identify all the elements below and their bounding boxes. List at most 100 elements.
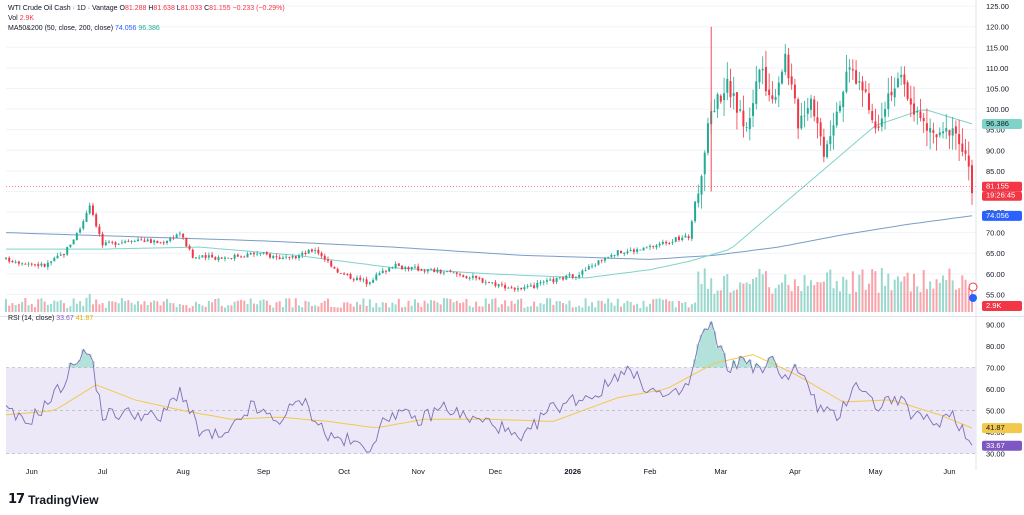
candle-body	[545, 280, 548, 282]
volume-bar	[816, 281, 819, 312]
candle-body	[452, 272, 455, 274]
candle-body	[864, 89, 867, 92]
symbol-legend[interactable]: WTI Crude Oil Cash · 1D · Vantage O81.28…	[8, 4, 285, 14]
candle-body	[603, 258, 606, 261]
candle-body	[307, 249, 310, 254]
candle-body	[848, 67, 851, 70]
volume-bar	[629, 302, 632, 312]
volume-bar	[851, 271, 854, 312]
volume-bar	[298, 305, 301, 312]
volume-bar	[82, 305, 85, 312]
volume-bar	[649, 303, 651, 312]
rsi-legend[interactable]: RSI (14, close) 33.67 41.87	[8, 314, 93, 324]
candle-body	[935, 134, 938, 138]
candle-body	[436, 269, 439, 273]
candle-body	[407, 267, 410, 270]
volume-bar	[214, 299, 217, 312]
ma200-value: 96.386	[138, 25, 160, 32]
volume-bar	[578, 305, 581, 312]
volume-bar	[639, 307, 642, 312]
volume-bar	[243, 300, 246, 312]
volume-bar	[867, 283, 870, 312]
ma50-value: 74.056	[115, 25, 137, 32]
volume-bar	[890, 290, 893, 312]
time-tick-label: Jul	[98, 467, 108, 476]
tradingview-logo[interactable]: 17 TradingView	[8, 492, 99, 507]
volume-bar	[410, 305, 413, 312]
volume-bar	[562, 303, 565, 312]
candle-body	[523, 287, 526, 290]
volume-bar	[665, 299, 668, 312]
candle-body	[175, 234, 178, 238]
candle-body	[723, 93, 726, 100]
candle-body	[98, 226, 101, 235]
volume-bar	[8, 305, 11, 312]
ma-legend[interactable]: MA50&200 (50, close, 200, close) 74.056 …	[8, 24, 160, 34]
volume-bar	[716, 290, 719, 312]
candle-body	[748, 118, 751, 130]
volume-bar	[275, 302, 278, 312]
candle-body	[243, 256, 246, 258]
volume-bar	[674, 307, 677, 312]
candle-body	[101, 233, 104, 246]
volume-bar	[613, 305, 616, 312]
volume-bar	[781, 282, 784, 312]
volume-bar	[581, 307, 584, 312]
ohlc-high-label: H	[148, 5, 154, 12]
candle-body	[62, 253, 65, 255]
volume-bar	[932, 288, 935, 312]
volume-legend[interactable]: Vol 2.9K	[8, 14, 34, 24]
candle-body	[275, 256, 278, 258]
ma-b-tag: 74.056	[982, 210, 1022, 221]
volume-bar	[62, 303, 65, 312]
volume-bar	[188, 307, 191, 312]
volume-bar	[803, 274, 806, 312]
candle-body	[954, 126, 957, 134]
volume-bar	[413, 299, 416, 312]
volume-bar	[591, 302, 594, 312]
volume-bar	[723, 275, 726, 312]
volume-bar	[903, 276, 906, 312]
rsi-ma-value: 41.87	[75, 315, 94, 322]
countdown-tag-text: 19:26:45	[986, 191, 1015, 200]
volume-bar	[339, 307, 342, 312]
price-tick-label: 90.00	[986, 146, 1005, 155]
volume-bar	[787, 284, 790, 312]
countdown-tag: 19:26:45	[982, 191, 1022, 201]
candle-body	[874, 121, 877, 129]
volume-bar	[285, 298, 288, 312]
candle-body	[220, 257, 223, 259]
volume-bar	[433, 300, 436, 312]
volume-bar	[50, 303, 53, 312]
symbol-title[interactable]: WTI Crude Oil Cash · 1D · Vantage	[8, 5, 118, 12]
time-tick-label: Feb	[644, 467, 657, 476]
candle-body	[214, 257, 217, 260]
volume-bar	[687, 307, 690, 312]
candle-body	[269, 254, 272, 258]
candle-body	[903, 74, 906, 85]
candle-body	[536, 282, 539, 288]
volume-bar	[887, 273, 890, 312]
candle-body	[394, 263, 397, 268]
volume-bar	[822, 281, 825, 312]
volume-tag: 2.9K	[982, 301, 1022, 311]
candle-body	[72, 239, 75, 245]
volume-bar	[37, 299, 40, 312]
candle-body	[17, 261, 20, 264]
candle-body	[471, 275, 474, 278]
volume-bar	[620, 306, 623, 312]
ma-a-tag-text: 96.386	[986, 119, 1009, 128]
candle-body	[597, 260, 600, 265]
volume-bar	[742, 283, 745, 312]
volume-bar	[159, 305, 162, 312]
candle-body	[281, 257, 284, 260]
candle-body	[24, 263, 27, 265]
volume-bar	[140, 304, 143, 312]
volume-bar	[381, 302, 384, 312]
volume-bar	[513, 303, 516, 312]
candle-body	[130, 241, 133, 242]
volume-bar	[108, 300, 111, 312]
candle-body	[323, 255, 326, 260]
candle-body	[700, 176, 703, 195]
